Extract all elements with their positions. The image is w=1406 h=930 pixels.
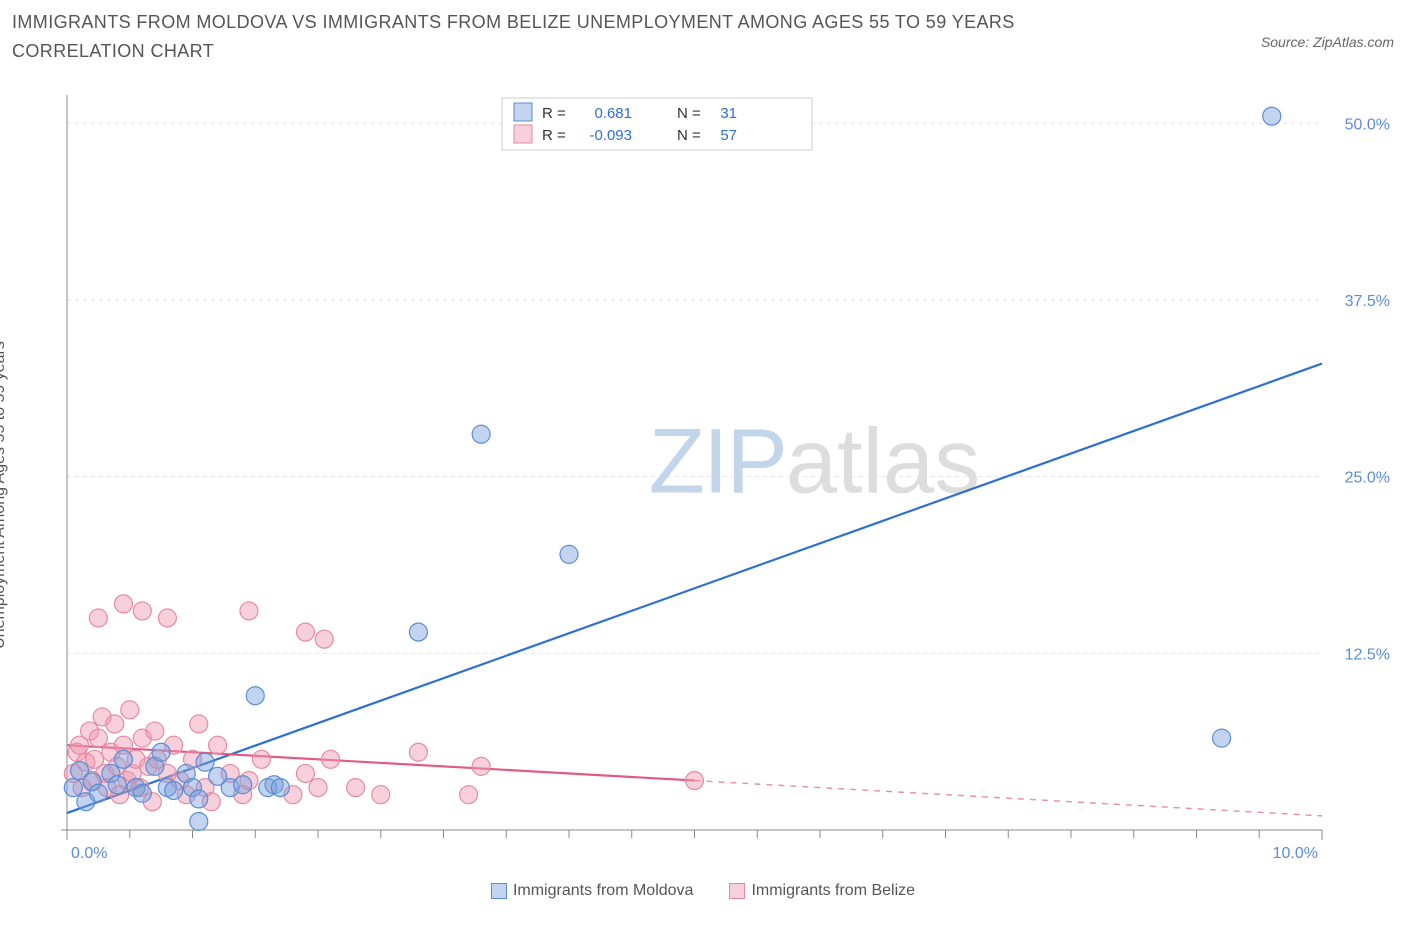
data-point (322, 750, 340, 768)
svg-text:N =: N = (677, 105, 701, 122)
legend-bottom: Immigrants from Moldova Immigrants from B… (12, 882, 1394, 900)
legend-swatch (514, 103, 532, 121)
svg-text:ZIPatlas: ZIPatlas (649, 411, 980, 513)
svg-text:-0.093: -0.093 (589, 127, 632, 144)
legend-bottom-label: Immigrants from Belize (751, 882, 915, 899)
chart-title: IMMIGRANTS FROM MOLDOVA VS IMMIGRANTS FR… (12, 8, 1112, 66)
data-point (253, 750, 271, 768)
legend-bottom-item: Immigrants from Belize (729, 882, 915, 900)
data-point (64, 779, 82, 797)
legend-swatch (729, 883, 745, 899)
data-point (347, 779, 365, 797)
data-point (158, 609, 176, 627)
data-point (246, 687, 264, 705)
data-point (89, 784, 107, 802)
data-point (409, 623, 427, 641)
y-tick-label: 37.5% (1345, 293, 1390, 310)
data-point (133, 784, 151, 802)
data-point (240, 602, 258, 620)
data-point (271, 779, 289, 797)
data-point (121, 701, 139, 719)
svg-text:R =: R = (542, 127, 566, 144)
svg-text:0.681: 0.681 (594, 105, 632, 122)
data-point (190, 715, 208, 733)
y-tick-label: 50.0% (1345, 116, 1390, 133)
data-point (146, 722, 164, 740)
data-point (560, 545, 578, 563)
legend-swatch (491, 883, 507, 899)
legend-bottom-item: Immigrants from Moldova (491, 882, 694, 900)
data-point (190, 790, 208, 808)
data-point (686, 772, 704, 790)
legend-swatch (514, 125, 532, 143)
svg-text:N =: N = (677, 127, 701, 144)
data-point (196, 753, 214, 771)
scatter-plot: ZIPatlas 0.0% 10.0% 12.5% 25.0% 37.5% 50.0% R =… (12, 90, 1394, 870)
data-point (89, 609, 107, 627)
source-attribution: Source: ZipAtlas.com (1261, 34, 1394, 50)
data-point (1213, 729, 1231, 747)
data-point (152, 743, 170, 761)
data-point (133, 602, 151, 620)
data-point (106, 715, 124, 733)
data-point (89, 729, 107, 747)
data-point (372, 786, 390, 804)
data-point (472, 425, 490, 443)
data-point (190, 813, 208, 831)
data-point (234, 776, 252, 794)
data-point (209, 736, 227, 754)
y-tick-label: 12.5% (1345, 646, 1390, 663)
data-point (460, 786, 478, 804)
y-axis-label: Unemployment Among Ages 55 to 59 years (0, 341, 9, 649)
y-tick-label: 25.0% (1345, 470, 1390, 487)
data-point (472, 757, 490, 775)
svg-text:57: 57 (720, 127, 737, 144)
data-point (309, 779, 327, 797)
data-point (114, 595, 132, 613)
data-point (1263, 107, 1281, 125)
svg-text:R =: R = (542, 105, 566, 122)
data-point (315, 630, 333, 648)
legend-bottom-label: Immigrants from Moldova (513, 882, 694, 899)
svg-text:31: 31 (720, 105, 737, 122)
data-point (296, 623, 314, 641)
data-point (108, 776, 126, 794)
x-tick-label: 0.0% (71, 845, 107, 862)
x-tick-label: 10.0% (1273, 845, 1318, 862)
data-point (296, 764, 314, 782)
data-point (409, 743, 427, 761)
data-point (114, 750, 132, 768)
data-point (165, 781, 183, 799)
